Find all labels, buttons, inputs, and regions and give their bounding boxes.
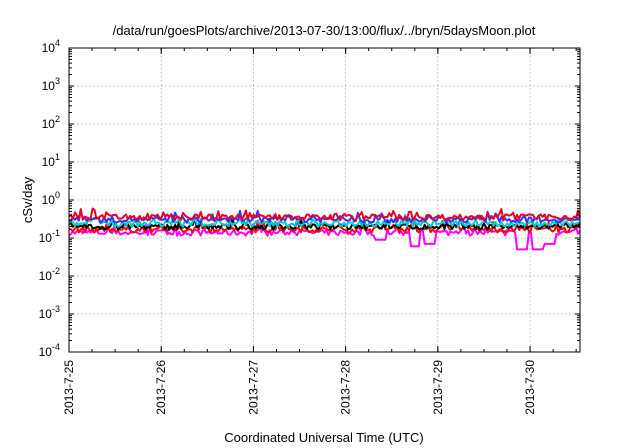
chart-title: /data/run/goesPlots/archive/2013-07-30/1… [113,23,536,38]
y-tick-label: 10-1 [39,228,60,245]
x-axis-label: Coordinated Universal Time (UTC) [224,430,423,445]
ticks [68,47,580,353]
series-line-4 [68,213,581,228]
x-tick-label: 2013-7-28 [339,360,353,415]
y-tick-label: 101 [42,152,60,169]
y-tick-label: 10-3 [39,304,60,321]
x-tick-label: 2013-7-25 [62,360,76,415]
y-tick-labels: 10-4 10-3 10-2 10-1 100 101 102 103 104 [39,38,60,359]
y-tick-label: 10-2 [39,266,60,283]
y-tick-label: 104 [42,38,60,55]
y-tick-label: 100 [42,190,60,207]
y-axis-label: cSv/day [20,176,35,223]
x-tick-label: 2013-7-27 [246,360,260,415]
series-line-6 [68,207,581,222]
y-tick-label: 10-4 [39,342,60,359]
x-tick-labels: 2013-7-25 2013-7-26 2013-7-27 2013-7-28 2013… [62,360,537,415]
y-tick-label: 103 [42,76,60,93]
grid [69,48,580,352]
series-group [68,207,581,251]
series-line-1 [68,223,581,251]
x-tick-label: 2013-7-29 [431,360,445,415]
x-tick-label: 2013-7-26 [154,360,168,415]
y-tick-label: 102 [42,114,60,131]
x-tick-label: 2013-7-30 [523,360,537,415]
